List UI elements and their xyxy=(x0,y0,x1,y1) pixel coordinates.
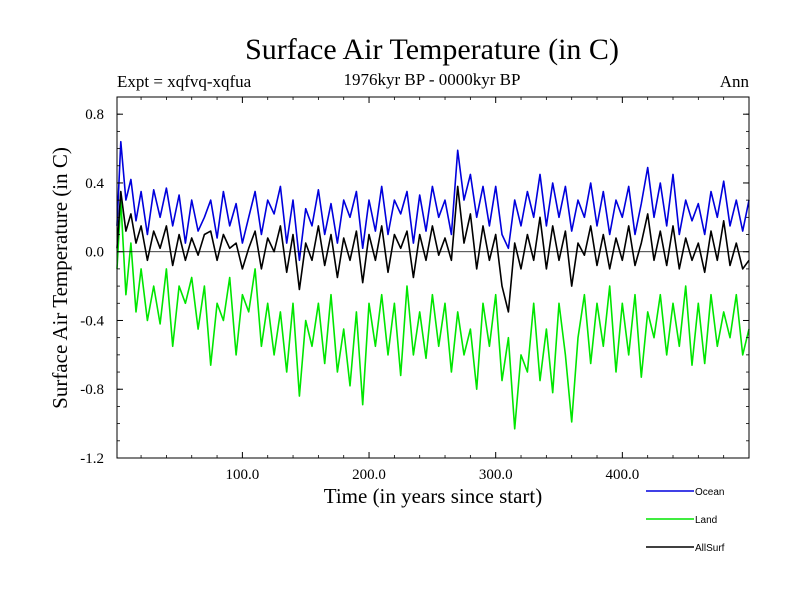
y-tick-label: -1.2 xyxy=(80,451,104,467)
legend: Ocean Land AllSurf xyxy=(646,487,725,554)
y-tick-label: -0.8 xyxy=(80,382,104,398)
y-tick-label: 0.0 xyxy=(85,245,104,261)
series-line-allsurf xyxy=(116,185,750,313)
period-label: 1976kyr BP - 0000kyr BP xyxy=(344,70,521,89)
series-line-land xyxy=(116,199,750,430)
legend-label-land: Land xyxy=(695,515,717,526)
series-layer xyxy=(116,140,750,430)
x-axis-label: Time (in years since start) xyxy=(324,484,543,508)
experiment-label: Expt = xqfvq-xqfua xyxy=(117,72,252,91)
x-tick-label: 400.0 xyxy=(605,467,639,483)
plot-frame xyxy=(116,96,750,459)
y-tick-label: -0.4 xyxy=(80,313,104,329)
legend-label-allsurf: AllSurf xyxy=(695,543,725,554)
season-label: Ann xyxy=(720,72,750,91)
chart-title: Surface Air Temperature (in C) xyxy=(245,33,619,66)
legend-label-ocean: Ocean xyxy=(695,487,724,498)
x-tick-label: 300.0 xyxy=(479,467,513,483)
y-tick-label: 0.4 xyxy=(85,176,104,192)
x-tick-label: 200.0 xyxy=(352,467,386,483)
y-tick-label: 0.8 xyxy=(85,107,104,123)
x-tick-label: 100.0 xyxy=(226,467,260,483)
series-line-ocean xyxy=(116,140,750,262)
y-axis-label: Surface Air Temperature (in C) xyxy=(48,147,72,409)
